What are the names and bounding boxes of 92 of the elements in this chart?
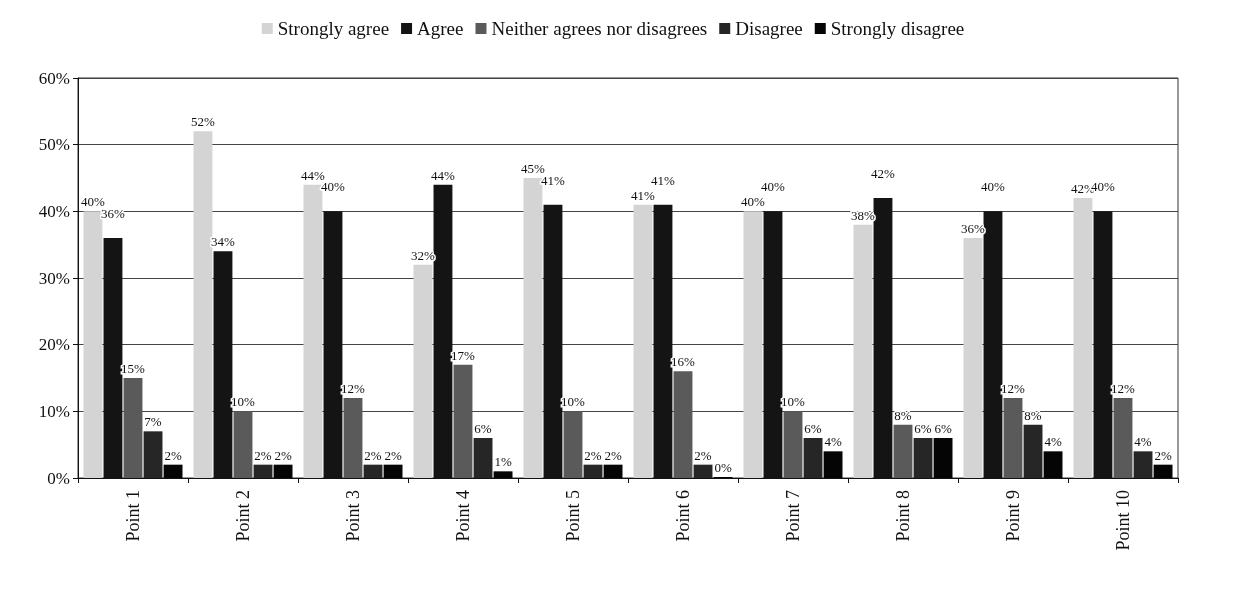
bar: [693, 464, 713, 478]
data-label: 40%: [741, 194, 766, 210]
bar: [123, 378, 143, 478]
data-label: 44%: [431, 167, 456, 183]
bar: [143, 431, 163, 478]
bar: [853, 224, 873, 478]
bar: [1073, 198, 1093, 478]
bar: [1133, 451, 1153, 478]
data-label: 8%: [1024, 407, 1042, 423]
legend-label: Strongly disagree: [830, 18, 965, 39]
bar: [743, 211, 763, 478]
data-label: 10%: [561, 394, 586, 410]
bar: [913, 438, 933, 478]
legend-label: Strongly agree: [277, 18, 390, 39]
data-label: 16%: [671, 354, 696, 370]
data-label: 52%: [191, 114, 216, 130]
x-tick-label: Point 2: [233, 490, 253, 542]
bar: [1113, 398, 1133, 478]
bar: [633, 204, 653, 478]
data-label: 10%: [781, 394, 806, 410]
data-label: 12%: [341, 381, 366, 396]
y-tick-label: 30%: [38, 268, 70, 288]
x-tick-label: Point 1: [123, 490, 143, 542]
data-label: 6%: [934, 421, 952, 436]
x-tick-label: Point 9: [1003, 490, 1023, 542]
data-label: 1%: [494, 454, 512, 470]
data-label: 40%: [761, 179, 786, 195]
data-label: 2%: [364, 447, 382, 463]
data-label: 2%: [274, 447, 292, 463]
bar: [303, 184, 323, 478]
data-label: 2%: [1154, 447, 1172, 463]
data-label: 15%: [121, 361, 146, 376]
x-tick-label: Point 6: [673, 490, 693, 542]
bar: [233, 411, 253, 478]
y-tick-label: 10%: [38, 401, 70, 421]
bar: [963, 238, 983, 478]
data-label: 40%: [81, 194, 106, 210]
data-label: 6%: [474, 421, 492, 436]
bar: [563, 411, 583, 478]
data-label: 2%: [384, 447, 402, 463]
data-label: 2%: [584, 447, 602, 463]
data-label: 41%: [631, 187, 656, 203]
bar: [1003, 398, 1023, 478]
data-label: 17%: [451, 347, 476, 363]
data-label: 41%: [651, 172, 676, 188]
y-tick-label: 50%: [38, 135, 70, 155]
x-tick-label: Point 4: [453, 490, 473, 542]
bar: [83, 211, 103, 478]
data-label: 8%: [894, 407, 912, 423]
x-tick-label: Point 5: [563, 490, 583, 542]
bar: [583, 464, 603, 478]
legend-label: Neither agrees nor disagrees: [491, 18, 708, 39]
data-label: 6%: [804, 421, 822, 436]
data-label: 12%: [1111, 381, 1136, 396]
bar: [523, 178, 543, 478]
bar: [253, 464, 273, 478]
data-label: 2%: [694, 447, 712, 463]
bar: [473, 438, 493, 478]
data-label: 7%: [144, 414, 162, 430]
data-label: 12%: [1001, 381, 1026, 396]
bar: [673, 371, 693, 478]
x-tick-label: Point 10: [1113, 490, 1133, 551]
data-label: 2%: [254, 447, 272, 463]
bar: [453, 364, 473, 478]
data-label: 6%: [914, 421, 932, 436]
bar: [1023, 424, 1043, 478]
data-label: 10%: [231, 394, 256, 410]
bar: [803, 438, 823, 478]
data-label: 0%: [714, 460, 732, 475]
legend-label: Agree: [417, 18, 464, 39]
legend-label: Disagree: [735, 18, 803, 39]
bar: [343, 398, 363, 478]
data-label: 2%: [604, 447, 622, 463]
bar: [783, 411, 803, 478]
data-label: 4%: [824, 434, 842, 450]
bar: [363, 464, 383, 478]
data-label: 4%: [1134, 434, 1152, 450]
data-label: 40%: [981, 179, 1006, 195]
bar: [193, 131, 213, 478]
data-label: 2%: [164, 447, 182, 463]
bar: [413, 264, 433, 478]
data-label: 4%: [1044, 434, 1062, 450]
y-tick-label: 20%: [38, 335, 70, 355]
y-tick-label: 40%: [38, 201, 70, 221]
y-tick-label: 0%: [47, 468, 70, 488]
data-label: 34%: [211, 234, 236, 250]
y-tick-label: 60%: [38, 68, 70, 88]
x-tick-label: Point 7: [783, 490, 803, 542]
data-label: 42%: [871, 166, 896, 181]
x-tick-label: Point 3: [343, 490, 363, 542]
bar: [893, 424, 913, 478]
x-tick-label: Point 8: [893, 490, 913, 542]
